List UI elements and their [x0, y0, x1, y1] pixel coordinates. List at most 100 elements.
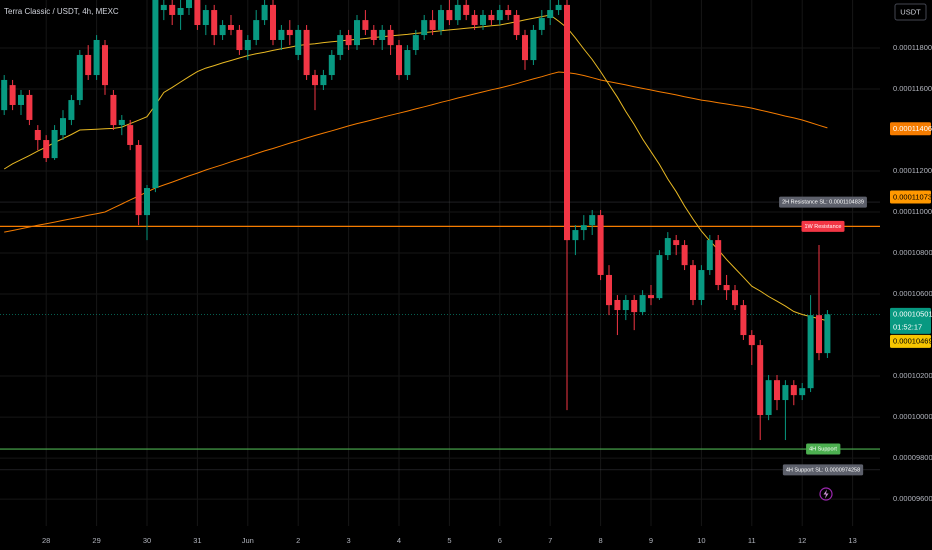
candle-body [169, 4, 176, 15]
price-badge-label: 0.00010501 [893, 310, 932, 319]
candle-body [421, 20, 428, 36]
candle-body [93, 39, 100, 76]
candle-body [26, 94, 33, 120]
candle-body [85, 54, 92, 76]
candle-body [606, 274, 612, 306]
candle-body [673, 240, 680, 246]
candle-body [807, 315, 814, 389]
candle-body [194, 0, 201, 26]
candle-body [496, 10, 503, 21]
candle-body [572, 230, 579, 241]
candle-body [135, 144, 142, 216]
x-tick-label: 30 [143, 536, 151, 545]
x-tick-label: 7 [548, 536, 552, 545]
candle-body [740, 305, 747, 336]
alert-ring[interactable] [819, 487, 833, 501]
candle-body [564, 4, 570, 241]
candle-body [454, 4, 461, 21]
candle-body [160, 4, 167, 11]
x-tick-label: 28 [42, 536, 50, 545]
candle-body [790, 385, 797, 396]
candle-body [295, 29, 302, 55]
candle-body [127, 125, 134, 145]
x-tick-label: Jun [242, 536, 254, 545]
candle-body [303, 29, 310, 76]
candle-body [253, 20, 260, 40]
candle-body [547, 10, 554, 19]
candle-body [782, 385, 789, 401]
candle-body [757, 345, 764, 416]
candle-body [177, 7, 184, 15]
price-badge-label: 0.00011073 [893, 192, 932, 201]
x-tick-label: 9 [649, 536, 653, 545]
candle-body [698, 270, 705, 300]
level-label-box [806, 443, 841, 455]
candle-body [337, 35, 344, 55]
level-label: 2H Resistance SL: 0.0001104839 [782, 200, 864, 206]
candle-body [354, 20, 360, 46]
candle-body [202, 10, 209, 26]
y-tick-label: 0.00011600 [893, 84, 932, 93]
candle-body [144, 188, 150, 216]
candle-body [236, 29, 243, 51]
candle-body [580, 225, 587, 231]
x-tick-label: 12 [798, 536, 806, 545]
candle-body [404, 50, 411, 76]
x-tick-label: 11 [748, 536, 756, 545]
candle-body [362, 20, 369, 30]
candle-body [211, 10, 218, 36]
candle-body [429, 20, 436, 30]
x-tick-label: 8 [599, 536, 603, 545]
y-tick-label: 0.00010600 [893, 289, 932, 298]
candle-body [9, 85, 16, 105]
candle-body [286, 29, 293, 36]
alert-bolt[interactable] [823, 489, 829, 499]
x-tick-label: 31 [193, 536, 201, 545]
currency-label[interactable]: USDT [900, 7, 921, 16]
candle-body [438, 10, 444, 30]
y-tick-label: 0.00010000 [893, 412, 932, 421]
candle-body [715, 240, 722, 286]
candle-body [774, 380, 780, 401]
candle-body [228, 25, 234, 30]
chart-title: Terra Classic / USDT, 4h, MEXC [4, 7, 119, 16]
candle-body [370, 29, 377, 40]
plot-area [0, 0, 880, 526]
alert-icon[interactable] [819, 487, 833, 501]
price-badge [890, 190, 931, 204]
candle-body [648, 295, 654, 299]
x-tick-label: 2 [296, 536, 300, 545]
candle-body [505, 10, 512, 15]
candle-body [43, 140, 50, 159]
candle-body [816, 315, 822, 354]
currency-button[interactable] [894, 3, 927, 21]
candle-body [690, 265, 696, 300]
candle-body [1, 79, 8, 111]
level-label: 4H Support SL: 0.0000974258 [786, 467, 860, 473]
candle-body [219, 25, 226, 36]
price-badge-label: 0.00011406 [893, 124, 932, 133]
candle-body [261, 4, 268, 21]
level-label: 1W Resistance [805, 224, 842, 230]
countdown-label: 01:52:17 [893, 322, 922, 331]
candle-body [34, 130, 41, 141]
candle-body [538, 18, 545, 30]
x-tick-label: 5 [447, 536, 451, 545]
x-tick-label: 13 [848, 536, 856, 545]
y-tick-label: 0.00011200 [893, 166, 932, 175]
candle-body [681, 245, 688, 266]
y-tick-label: 0.00011000 [893, 207, 932, 216]
candle-body [110, 94, 117, 126]
level-label-box [801, 220, 845, 232]
level-label-box [779, 196, 867, 208]
candle-body [270, 4, 276, 40]
candle-body [446, 10, 453, 21]
x-tick-label: 6 [498, 536, 502, 545]
candle-body [530, 29, 537, 61]
candle-body [723, 285, 730, 291]
price-badge [890, 334, 931, 348]
candle-body [18, 94, 24, 105]
x-tick-label: 3 [347, 536, 351, 545]
